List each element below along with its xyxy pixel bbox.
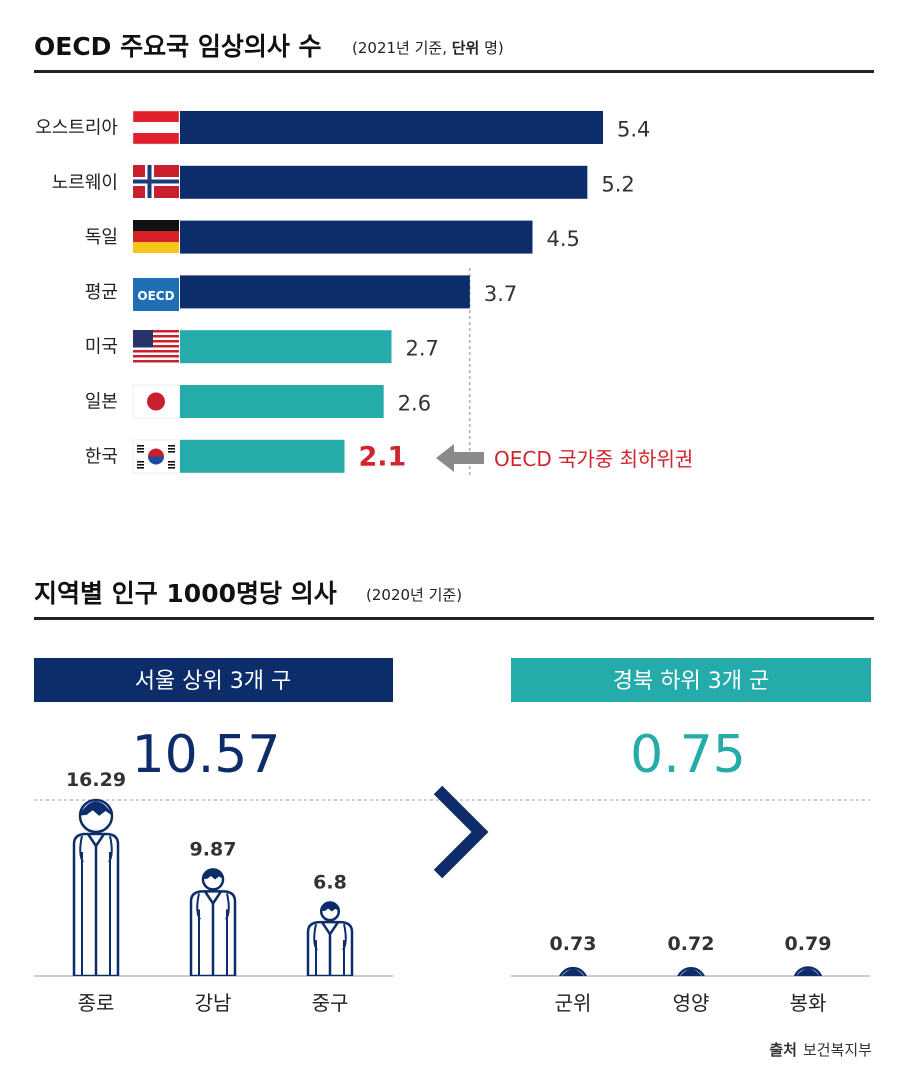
bar-category-label: 오스트리아 bbox=[35, 118, 118, 139]
district-label: 종로 bbox=[78, 991, 115, 1015]
seoul-header-box bbox=[34, 658, 393, 702]
section2-divider bbox=[34, 617, 874, 620]
oecd-chart-title: OECD 주요국 임상의사 수 bbox=[34, 32, 322, 61]
district-label: 강남 bbox=[195, 991, 232, 1015]
doctor-value-label: 0.72 bbox=[668, 933, 715, 955]
bar bbox=[180, 330, 392, 364]
bar-value-label: 2.7 bbox=[406, 337, 439, 361]
bar-value-label: 5.2 bbox=[601, 172, 634, 196]
bar-value-label: 2.1 bbox=[359, 441, 407, 472]
region-chart-title: 지역별 인구 1000명당 의사 bbox=[34, 579, 337, 608]
usa-flag-icon bbox=[133, 330, 179, 363]
seoul-header: 서울 상위 3개 구 bbox=[135, 669, 291, 694]
bar bbox=[180, 220, 533, 254]
district-label: 봉화 bbox=[790, 991, 827, 1015]
gyeongbuk-header-box bbox=[511, 658, 871, 702]
oecd-bar-chart: 오스트리아 5.4 노르웨이 5.2 독일 4.5 평균 3.7 미국 2.7 일본 2.6 한국 2.1 bbox=[35, 111, 650, 473]
germany-flag-icon bbox=[133, 220, 179, 253]
district-label: 중구 bbox=[312, 991, 349, 1015]
region-chart-subtitle: (2020년 기준) bbox=[366, 586, 462, 604]
doctor-icon bbox=[793, 966, 823, 976]
doctor-icon bbox=[189, 868, 237, 976]
bar-category-label: 독일 bbox=[85, 227, 118, 248]
doctor-value-label: 9.87 bbox=[190, 838, 237, 860]
korea-annotation: OECD 국가중 최하위권 bbox=[494, 447, 693, 471]
svg-text:OECD: OECD bbox=[137, 289, 174, 303]
bar-value-label: 2.6 bbox=[398, 392, 431, 416]
section1-divider bbox=[34, 70, 874, 73]
doctor-icon bbox=[677, 966, 705, 976]
korea-flag-icon bbox=[132, 439, 180, 474]
bar bbox=[180, 275, 470, 309]
doctor-value-label: 0.73 bbox=[550, 933, 597, 955]
district-label: 영양 bbox=[673, 991, 710, 1015]
gyeongbuk-header: 경북 하위 3개 군 bbox=[613, 669, 769, 694]
bar-value-label: 3.7 bbox=[484, 282, 517, 306]
doctor-icon bbox=[559, 966, 587, 976]
norway-flag-icon bbox=[133, 165, 179, 198]
district-label: 군위 bbox=[555, 991, 592, 1015]
region-doctor-chart: 16.29 종로 9.87 강남 6.8 중구 0.73 군위 0.72 영양 0.79 봉화 bbox=[66, 769, 832, 1015]
bar-category-label: 일본 bbox=[85, 392, 118, 413]
bar-category-label: 미국 bbox=[85, 337, 118, 358]
doctor-bar bbox=[189, 868, 237, 976]
doctor-value-label: 6.8 bbox=[313, 872, 347, 894]
chevron-right-icon bbox=[433, 785, 489, 879]
bar-value-label: 5.4 bbox=[617, 118, 650, 142]
bar bbox=[180, 165, 588, 199]
bar-category-label: 한국 bbox=[85, 446, 118, 467]
doctor-value-label: 16.29 bbox=[66, 769, 126, 791]
doctor-icon bbox=[306, 901, 354, 976]
gyeongbuk-average: 0.75 bbox=[630, 725, 746, 785]
oecd-logo-icon: OECD bbox=[133, 278, 179, 311]
bar bbox=[180, 111, 603, 144]
seoul-average: 10.57 bbox=[132, 725, 281, 785]
oecd-chart-subtitle: (2021년 기준, 단위 명) bbox=[352, 39, 504, 57]
doctor-value-label: 0.79 bbox=[785, 933, 832, 955]
bar bbox=[180, 439, 345, 473]
doctor-icon bbox=[72, 798, 120, 976]
left-arrow-icon bbox=[436, 444, 484, 472]
bar-category-label: 노르웨이 bbox=[52, 172, 118, 193]
doctor-bar bbox=[793, 966, 823, 976]
doctor-bar bbox=[559, 966, 587, 976]
doctor-bar bbox=[72, 798, 120, 976]
bar-category-label: 평균 bbox=[85, 282, 118, 303]
bar bbox=[180, 385, 384, 418]
bar-value-label: 4.5 bbox=[547, 227, 580, 251]
doctor-bar bbox=[306, 901, 354, 976]
japan-flag-icon bbox=[132, 384, 180, 419]
austria-flag-icon bbox=[132, 110, 180, 145]
source-credit: 출처 보건복지부 bbox=[769, 1041, 872, 1059]
doctor-bar bbox=[677, 966, 705, 976]
